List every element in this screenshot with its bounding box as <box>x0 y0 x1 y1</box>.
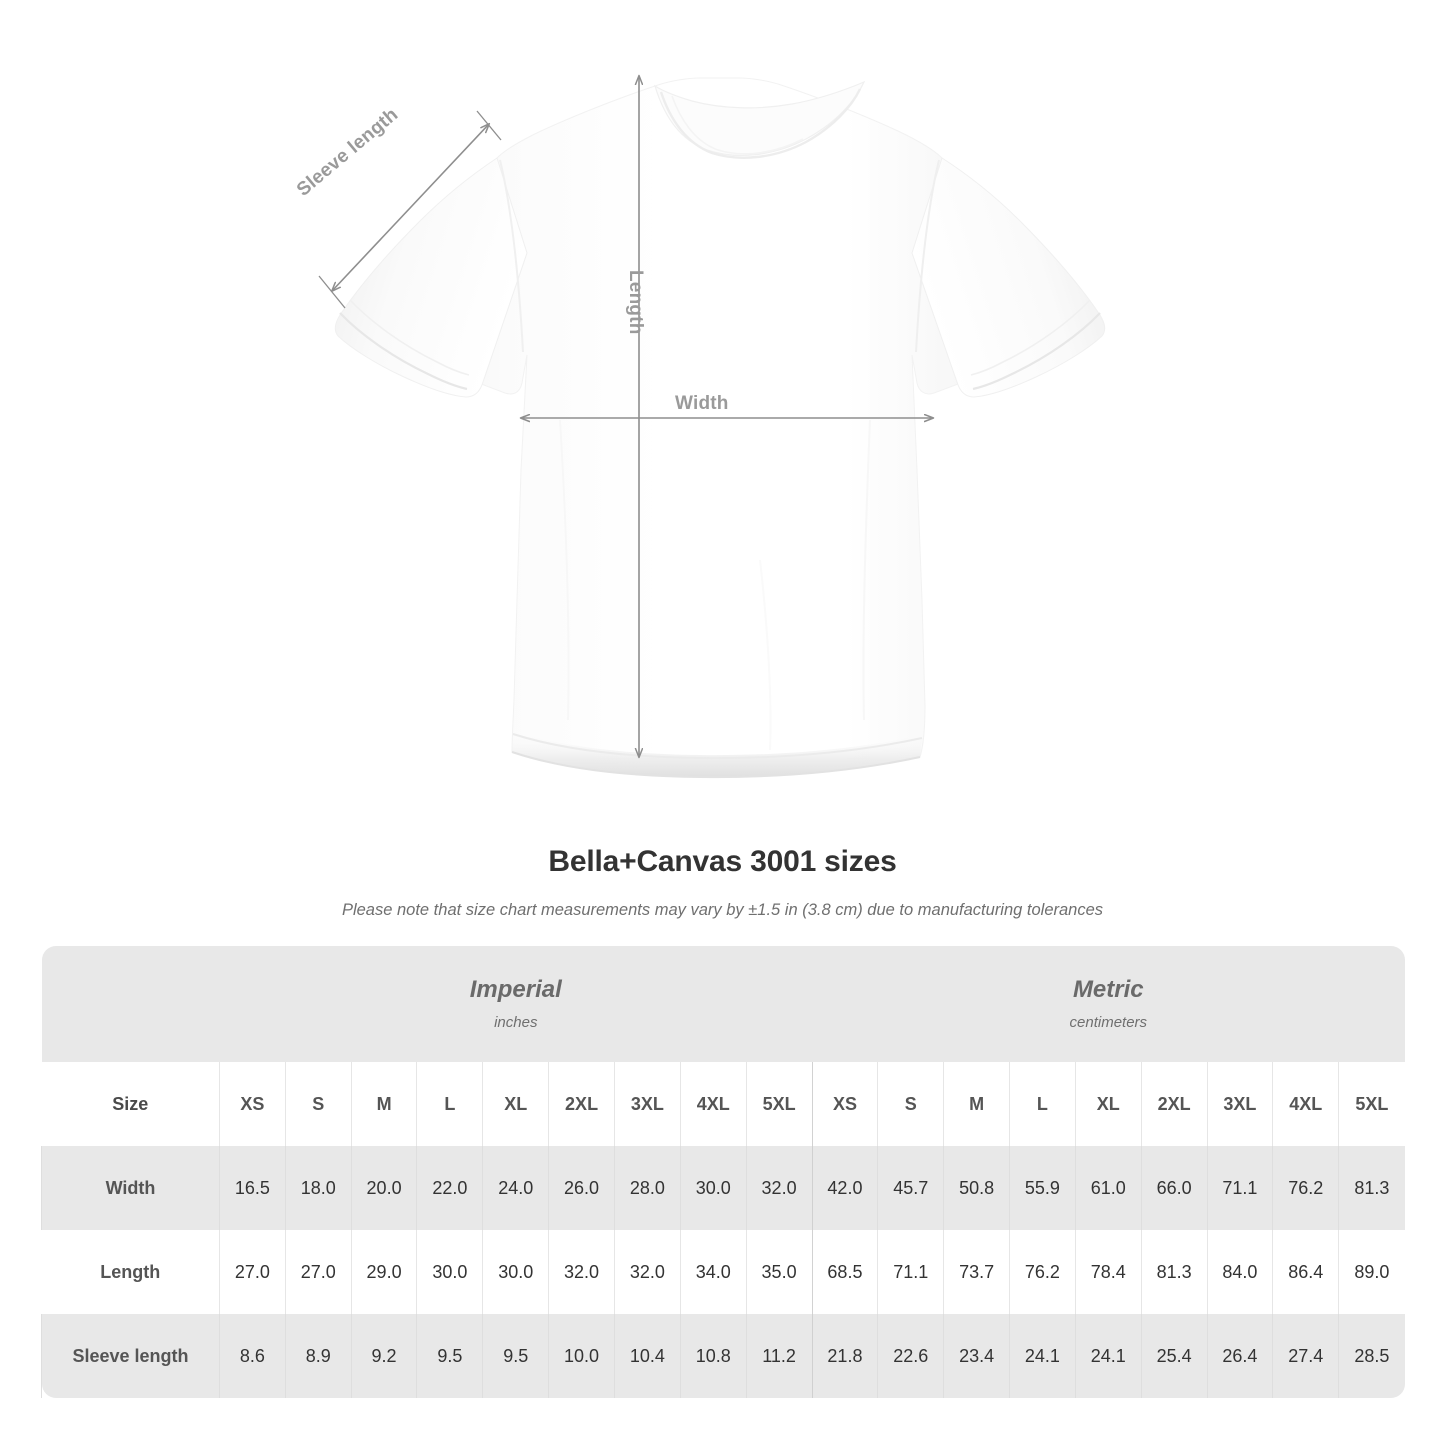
size-header-row: Size XS S M L XL 2XL 3XL 4XL 5XL XS S M … <box>41 1062 1405 1146</box>
table-cell: 68.5 <box>811 1230 878 1314</box>
table-cell: 27.0 <box>219 1230 286 1314</box>
size-header-cell: 5XL <box>745 1062 813 1146</box>
row-label-sleeve-length: Sleeve length <box>41 1314 220 1398</box>
table-cell: 11.2 <box>745 1314 813 1398</box>
tshirt-diagram: Sleeve length Length Width <box>293 0 1106 779</box>
tolerance-note: Please note that size chart measurements… <box>341 901 1104 919</box>
table-cell: 30.0 <box>416 1230 483 1314</box>
table-cell: 10.0 <box>548 1314 615 1398</box>
table-cell: 23.4 <box>943 1314 1010 1398</box>
unit-band-imperial: Imperial inches <box>219 946 813 1062</box>
table-cell: 24.1 <box>1009 1314 1076 1398</box>
table-cell: 21.8 <box>811 1314 878 1398</box>
table-cell: 8.9 <box>284 1314 352 1398</box>
table-cell: 66.0 <box>1140 1146 1207 1230</box>
table-cell: 76.2 <box>1272 1146 1339 1230</box>
size-header-cell: XS <box>811 1062 878 1146</box>
table-cell: 22.6 <box>877 1314 944 1398</box>
row-label-width: Width <box>41 1146 220 1230</box>
size-header-cell: S <box>284 1062 352 1146</box>
size-header-cell: 4XL <box>1272 1062 1339 1146</box>
table-cell: 32.0 <box>613 1230 681 1314</box>
table-cell: 9.5 <box>482 1314 549 1398</box>
size-header-cell: S <box>877 1062 944 1146</box>
imperial-subtitle: inches <box>494 1013 538 1031</box>
page-title: Bella+Canvas 3001 sizes <box>548 845 897 878</box>
table-cell: 30.0 <box>482 1230 549 1314</box>
table-cell: 24.0 <box>482 1146 549 1230</box>
table-cell: 16.5 <box>219 1146 286 1230</box>
table-cell: 89.0 <box>1338 1230 1405 1314</box>
table-cell: 71.1 <box>1206 1146 1273 1230</box>
size-header-cell: 2XL <box>1140 1062 1207 1146</box>
table-cell: 30.0 <box>679 1146 747 1230</box>
table-cell: 81.3 <box>1338 1146 1405 1230</box>
table-cell: 81.3 <box>1140 1230 1207 1314</box>
table-cell: 28.5 <box>1338 1314 1405 1398</box>
size-chart-table-wrapper: Imperial inches Metric centimeters Size … <box>41 946 1405 1398</box>
imperial-title: Imperial <box>469 976 562 1004</box>
size-header-cell: L <box>1009 1062 1076 1146</box>
table-cell: 10.8 <box>679 1314 747 1398</box>
table-cell: 73.7 <box>943 1230 1010 1314</box>
table-cell: 27.4 <box>1272 1314 1339 1398</box>
table-cell: 9.5 <box>416 1314 483 1398</box>
size-header-cell: M <box>943 1062 1010 1146</box>
table-cell: 18.0 <box>284 1146 352 1230</box>
size-chart-table: Imperial inches Metric centimeters Size … <box>41 946 1405 1398</box>
table-cell: 32.0 <box>548 1230 615 1314</box>
table-cell: 8.6 <box>219 1314 286 1398</box>
table-cell: 29.0 <box>350 1230 417 1314</box>
sleeve-length-dimension-arrow <box>332 124 489 291</box>
table-cell: 55.9 <box>1009 1146 1076 1230</box>
table-cell: 26.4 <box>1206 1314 1273 1398</box>
table-row: Length 27.0 27.0 29.0 30.0 30.0 32.0 32.… <box>41 1230 1405 1314</box>
width-label: Width <box>675 393 729 414</box>
table-cell: 76.2 <box>1009 1230 1076 1314</box>
table-cell: 22.0 <box>416 1146 483 1230</box>
table-row: Width 16.5 18.0 20.0 22.0 24.0 26.0 28.0… <box>41 1146 1405 1230</box>
size-header-cell: XL <box>482 1062 549 1146</box>
tshirt-illustration <box>318 0 1106 779</box>
unit-band-spacer <box>41 946 220 1062</box>
size-header-cell: XS <box>219 1062 286 1146</box>
metric-subtitle: centimeters <box>1069 1013 1148 1031</box>
size-header-cell: 3XL <box>613 1062 681 1146</box>
table-cell: 28.0 <box>613 1146 681 1230</box>
table-cell: 50.8 <box>943 1146 1010 1230</box>
table-cell: 35.0 <box>745 1230 813 1314</box>
table-cell: 20.0 <box>350 1146 417 1230</box>
unit-band-row: Imperial inches Metric centimeters <box>41 946 1405 1062</box>
table-row: Sleeve length 8.6 8.9 9.2 9.5 9.5 10.0 1… <box>41 1314 1405 1398</box>
table-cell: 84.0 <box>1206 1230 1273 1314</box>
table-cell: 45.7 <box>877 1146 944 1230</box>
table-cell: 10.4 <box>613 1314 681 1398</box>
row-label-length: Length <box>41 1230 220 1314</box>
size-header-cell: 3XL <box>1206 1062 1273 1146</box>
table-corner-label: Size <box>41 1062 220 1146</box>
size-header-cell: M <box>350 1062 417 1146</box>
table-cell: 61.0 <box>1074 1146 1142 1230</box>
size-header-cell: 2XL <box>548 1062 615 1146</box>
table-cell: 42.0 <box>811 1146 878 1230</box>
table-cell: 32.0 <box>745 1146 813 1230</box>
table-cell: 26.0 <box>548 1146 615 1230</box>
unit-band-metric: Metric centimeters <box>812 946 1405 1062</box>
table-cell: 9.2 <box>350 1314 417 1398</box>
title-block: Bella+Canvas 3001 sizes Please note that… <box>0 845 1445 920</box>
table-cell: 25.4 <box>1140 1314 1207 1398</box>
table-cell: 27.0 <box>284 1230 352 1314</box>
table-cell: 86.4 <box>1272 1230 1339 1314</box>
table-cell: 71.1 <box>877 1230 944 1314</box>
length-label: Length <box>625 270 646 335</box>
size-header-cell: 5XL <box>1338 1062 1405 1146</box>
size-header-cell: L <box>416 1062 483 1146</box>
size-header-cell: 4XL <box>679 1062 747 1146</box>
table-cell: 78.4 <box>1074 1230 1142 1314</box>
table-cell: 34.0 <box>679 1230 747 1314</box>
metric-title: Metric <box>1072 976 1144 1004</box>
table-cell: 24.1 <box>1074 1314 1142 1398</box>
size-header-cell: XL <box>1074 1062 1142 1146</box>
